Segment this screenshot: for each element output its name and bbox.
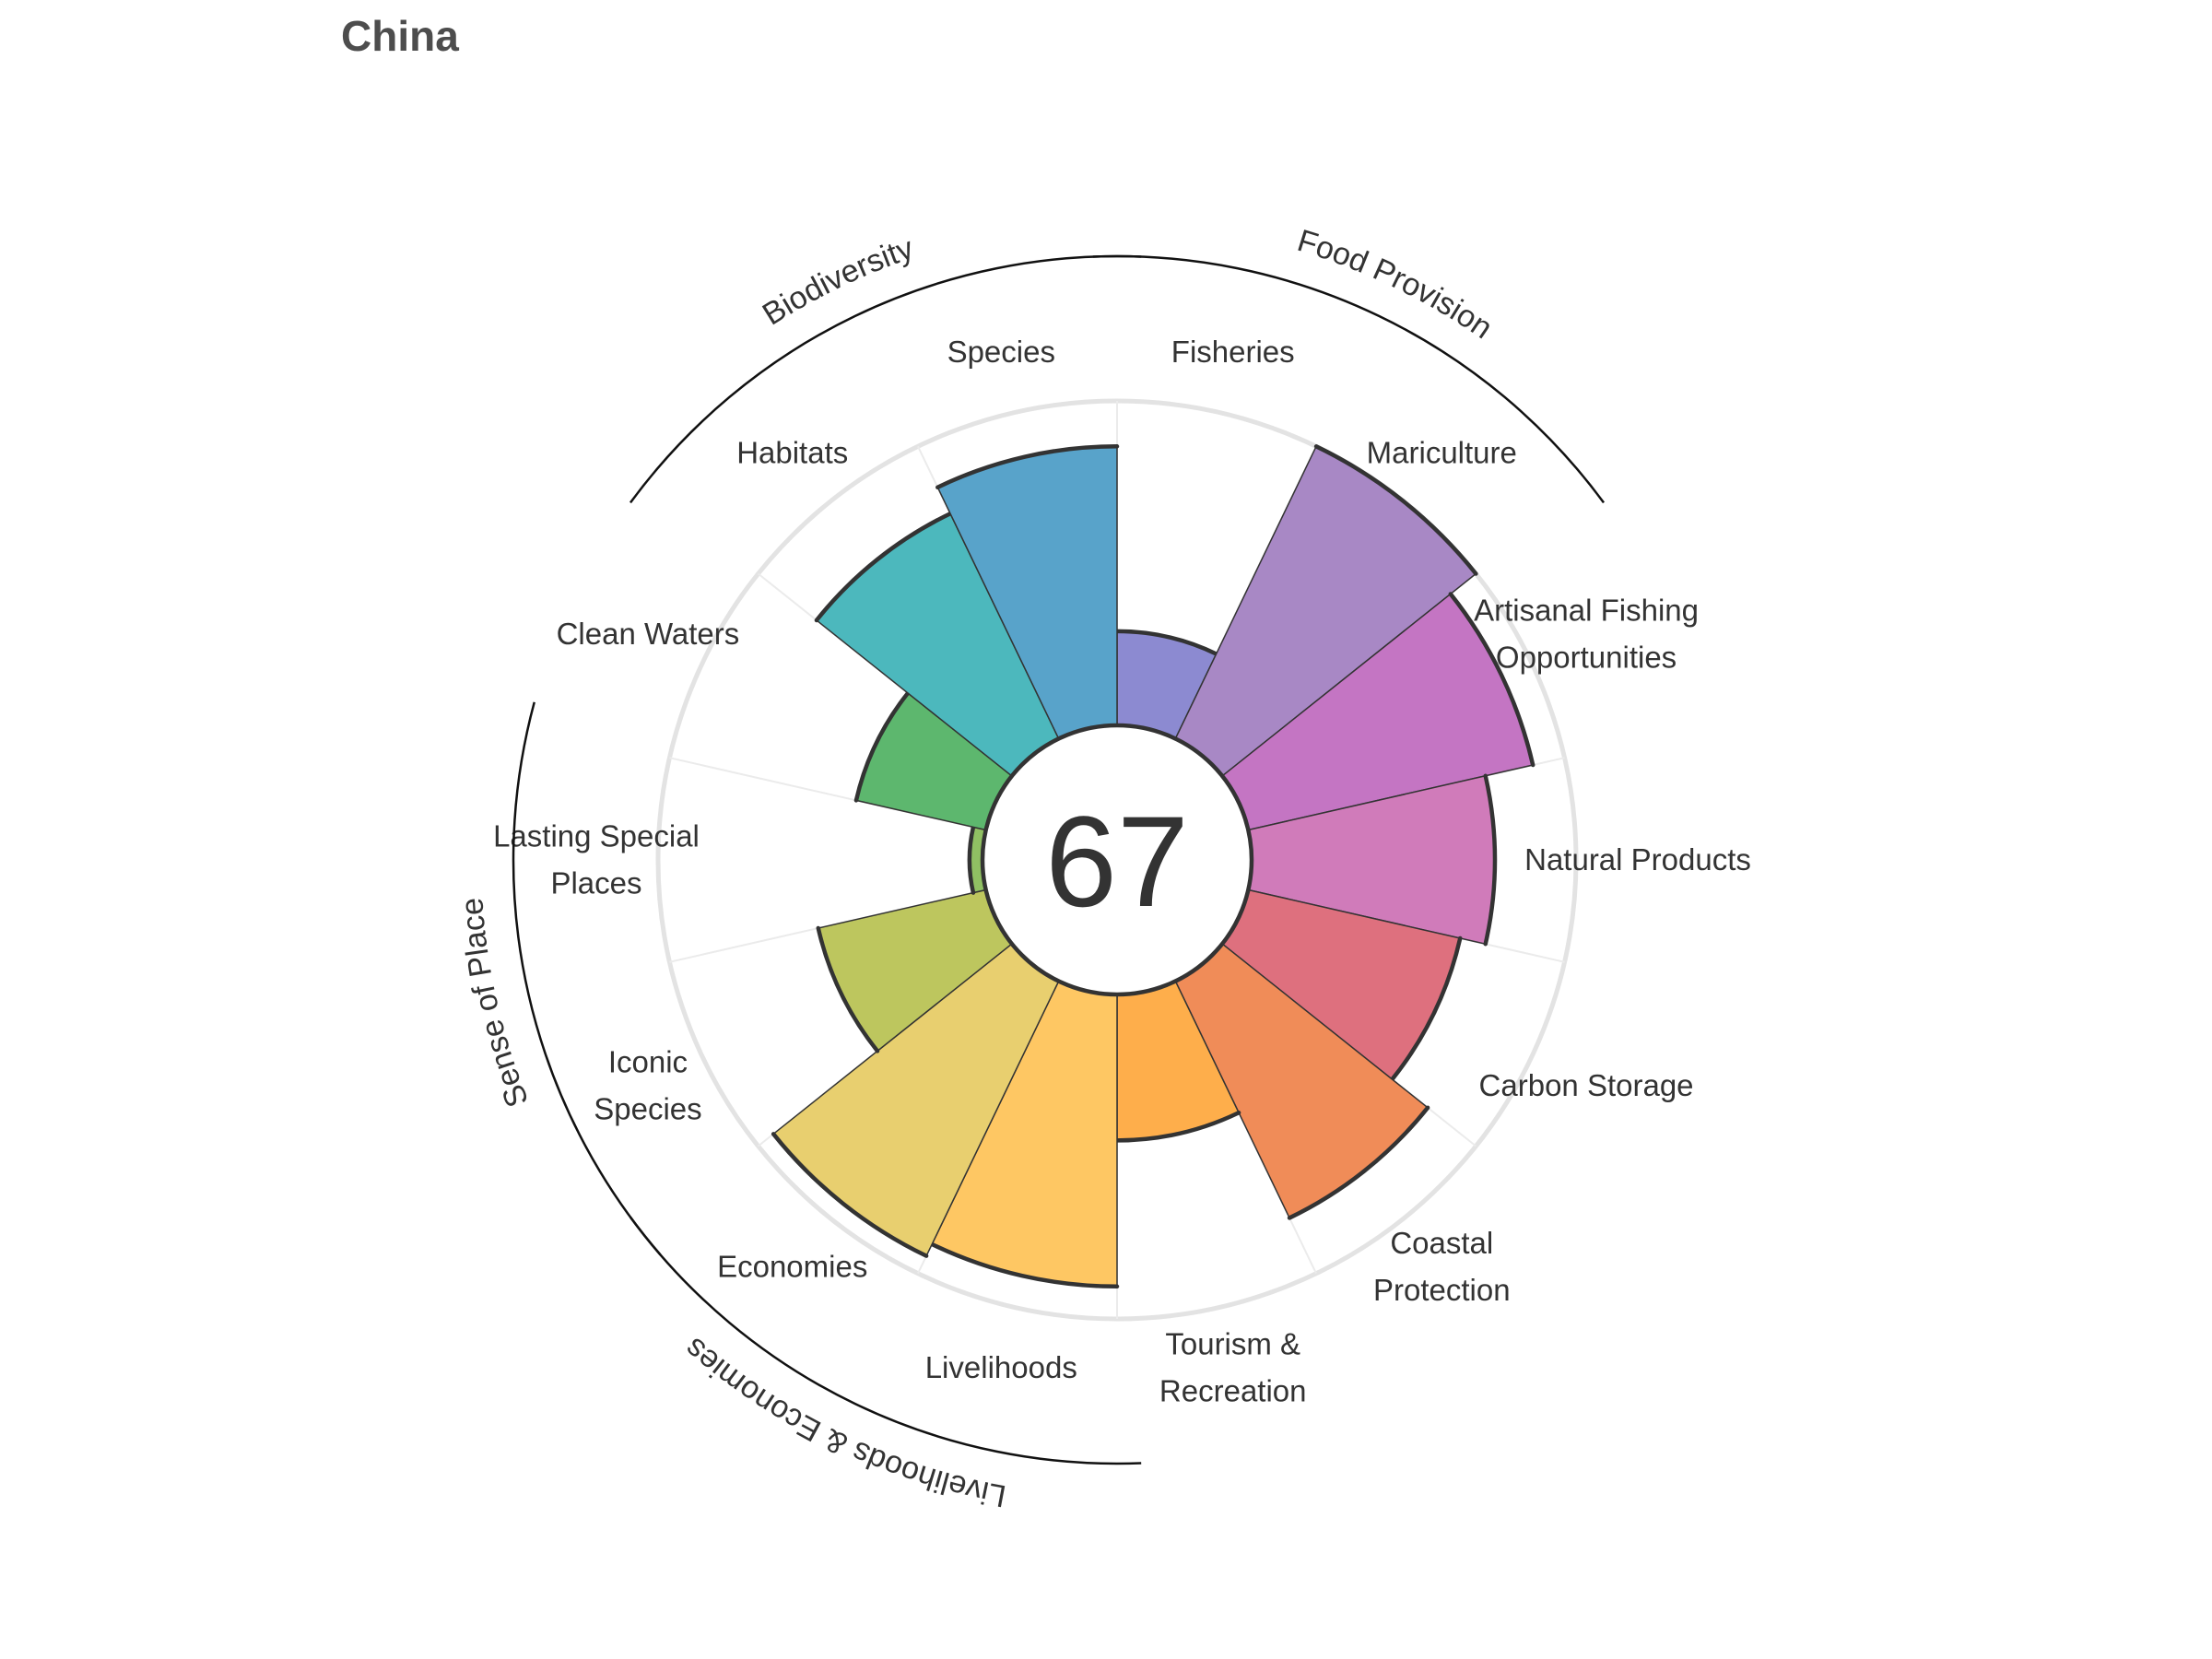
petal-label-tourism-and-recreation: Tourism & Recreation — [1159, 1326, 1307, 1407]
petal-label-livelihoods: Livelihoods — [925, 1350, 1077, 1384]
petal-outline-fisheries — [1114, 629, 1218, 656]
petal-labels: Fisheries Mariculture Artisanal Fishing Opp… — [493, 335, 1751, 1407]
petal-bars — [771, 444, 1535, 1289]
group-arc-biodiversity — [629, 254, 1142, 504]
petal-label-clean-waters: Clean Waters — [557, 617, 740, 651]
petal-outline-iconic-species — [816, 925, 880, 1053]
group-label-sense-of-place: Sense of Place — [454, 897, 535, 1112]
petal-label-lasting-special-places: Lasting Special Places — [493, 819, 700, 900]
petal-label-species: Species — [947, 335, 1055, 369]
center-score: 67 — [980, 723, 1254, 997]
petal-label-iconic-species: Iconic Species — [594, 1045, 701, 1126]
petal-outline-carbon-storage — [1390, 935, 1463, 1082]
petal-outline-artisanal-fishing-opportunities — [1448, 592, 1535, 768]
group-arc-food-provision — [1092, 254, 1606, 504]
petal-label-natural-products: Natural Products — [1524, 842, 1751, 877]
petal-label-artisanal-fishing-opportunities: Artisanal Fishing Opportunities — [1474, 593, 1699, 674]
petal-outline-habitats — [814, 512, 953, 623]
group-label-biodiversity: Biodiversity — [757, 230, 918, 332]
petal-outline-species — [935, 444, 1120, 489]
petal-outline-lasting-special-places — [967, 825, 976, 895]
group-label-food-provision: Food Provision — [1293, 223, 1499, 346]
center-circle — [980, 723, 1254, 997]
group-arc-sense-of-place — [512, 701, 662, 1256]
chart-title: China — [341, 12, 459, 60]
petal-label-carbon-storage: Carbon Storage — [1479, 1068, 1694, 1102]
petal-label-mariculture: Mariculture — [1367, 435, 1517, 469]
petal-outline-coastal-protection — [1287, 1105, 1430, 1220]
petal-outline-livelihoods — [929, 1241, 1120, 1289]
group-arc-livelihoods-and-economies — [629, 1216, 1142, 1465]
petal-outline-tourism-and-recreation — [1114, 1111, 1241, 1143]
petal-outline-mariculture — [1313, 444, 1478, 576]
petal-outline-economies — [771, 1132, 929, 1258]
petal-label-fisheries: Fisheries — [1171, 335, 1295, 369]
petal-outline-clean-waters — [853, 690, 911, 803]
petal-label-coastal-protection: Coastal Protection — [1373, 1226, 1511, 1307]
petal-outline-natural-products — [1483, 773, 1498, 947]
petal-label-economies: Economies — [717, 1250, 867, 1284]
petal-label-habitats: Habitats — [736, 435, 848, 469]
overall-score: 67 — [1045, 789, 1189, 934]
